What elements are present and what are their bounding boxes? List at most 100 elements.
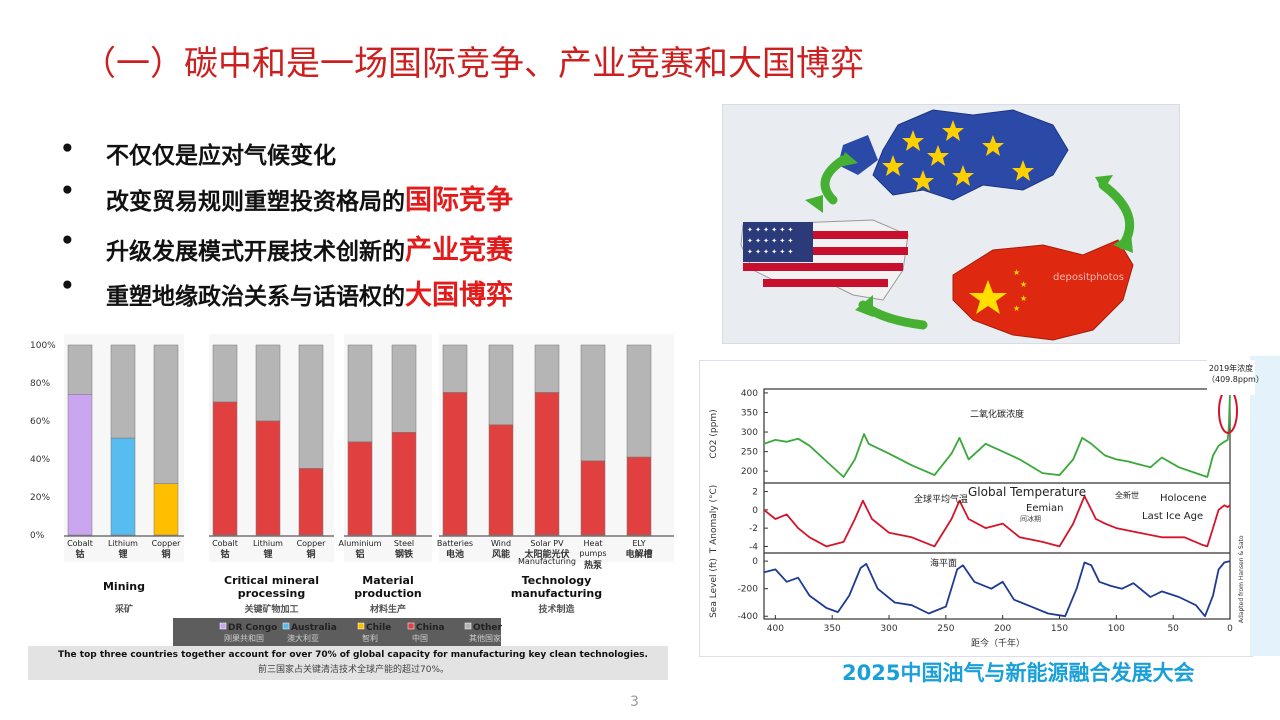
x-tick-label: 350	[824, 624, 841, 634]
bullet-highlight: 产业竞赛	[405, 235, 513, 266]
bar-category-label: Copper	[297, 539, 327, 548]
stacked-bar-chart: 0%20%40%60%80%100%Cobalt钴Lithium锂Copper铜…	[28, 334, 674, 680]
annotation-label: 全新世	[1115, 490, 1139, 500]
x-tick-label: 250	[937, 624, 954, 634]
legend-label: China	[416, 623, 445, 633]
y-tick-label: 200	[741, 467, 758, 477]
y-tick-label: 2	[752, 488, 758, 498]
bullet-text: 不仅仅是应对气候变化	[106, 143, 336, 169]
y-tick-label: 60%	[30, 417, 50, 427]
bullet-marker: •	[60, 273, 75, 299]
slide-title: （一）碳中和是一场国际竞争、产业竞赛和大国博弈	[82, 44, 864, 84]
group-title-box	[93, 572, 155, 591]
bar-category-label: pumps	[579, 549, 606, 558]
bar-other-segment	[534, 344, 560, 393]
annotation-label: 间冰期	[1020, 514, 1041, 523]
watermark-text: depositphotos	[1053, 272, 1124, 283]
y-tick-label: 40%	[30, 455, 50, 465]
group-title: Technology	[522, 574, 592, 587]
bullet-highlight: 国际竞争	[405, 185, 513, 216]
bar-category-cn-label: 铜	[161, 548, 170, 560]
group-title: manufacturing	[511, 587, 602, 600]
y-axis-label: T Anomaly (°C)	[709, 485, 719, 555]
svg-text:★: ★	[1020, 280, 1027, 289]
x-tick-label: 200	[994, 624, 1011, 634]
plot-frame	[763, 388, 1231, 620]
bar-category-label: Lithium	[253, 539, 283, 548]
bar-category-sublabel: Manufacturing	[518, 557, 576, 566]
legend-swatch	[407, 622, 415, 630]
decorative-strip	[1250, 356, 1280, 656]
chart-footnote: The top three countries together account…	[58, 650, 648, 660]
bar-category-label: Solar PV	[530, 539, 564, 548]
svg-text:✦ ✦ ✦ ✦ ✦ ✦: ✦ ✦ ✦ ✦ ✦ ✦	[747, 248, 793, 256]
legend-swatch	[282, 622, 290, 630]
series-line	[763, 495, 1231, 548]
bar-category-cn-label: 铝	[355, 548, 364, 560]
bar-category-cn-label: 钢铁	[395, 548, 413, 560]
y-tick-label: -200	[738, 585, 759, 595]
y-tick-label: 100%	[30, 341, 56, 351]
bar-top-country-segment	[153, 483, 179, 536]
annotation-label: Last Ice Age	[1142, 511, 1203, 522]
bar-category-label: Lithium	[108, 539, 138, 548]
x-tick-label: 50	[1167, 624, 1179, 634]
x-tick-label: 300	[880, 624, 897, 634]
bar-layer: 0%20%40%60%80%100%Cobalt钴Lithium锂Copper铜…	[30, 334, 674, 615]
group-title: production	[354, 587, 422, 600]
bullet-text: 重塑地缘政治关系与话语权的	[106, 284, 405, 310]
x-tick-label: 400	[767, 624, 784, 634]
bullet-text: 改变贸易规则重塑投资格局的	[106, 189, 405, 215]
bar-top-country-segment	[255, 420, 281, 536]
bar-other-segment	[442, 344, 468, 393]
series-label-co2: 二氧化碳浓度	[970, 408, 1024, 420]
group-title-box	[357, 572, 419, 604]
bar-category-label: Steel	[394, 539, 414, 548]
group-subtitle: 关键矿物加工	[244, 603, 298, 615]
bar-category-cn-label: 钴	[75, 548, 84, 560]
bar-other-segment	[347, 344, 373, 443]
bar-category-cn-label: 风能	[492, 548, 510, 560]
co2-callout-label: 2019年浓度（409.8ppm）	[1207, 360, 1264, 395]
legend-label: DR Congo	[228, 623, 277, 633]
group-subtitle: 采矿	[114, 603, 133, 615]
bar-other-segment	[488, 344, 514, 426]
legend-cn-label: 智利	[362, 633, 378, 643]
bullet-marker: •	[60, 228, 75, 254]
bar-top-country-segment	[347, 441, 373, 536]
climate-history-chart: 200 250 300 350 400 CO2 (ppm) 2 0 -2 -4 T Anomaly …	[699, 360, 1253, 657]
bullet-text: 升级发展模式开展技术创新的	[106, 239, 405, 265]
legend-cn-label: 澳大利亚	[287, 633, 319, 643]
legend-cn-label: 中国	[412, 633, 428, 643]
legend-label: Australia	[291, 623, 337, 633]
bar-top-country-segment	[67, 394, 93, 536]
y-tick-label: 20%	[30, 493, 50, 503]
series-label-temp: 全球平均气温	[914, 493, 968, 505]
y-axis-label: Sea Level (ft)	[709, 558, 719, 618]
group-title-box	[223, 572, 320, 604]
series-label-temp-en: Global Temperature	[968, 485, 1086, 499]
bar-category-label: Cobalt	[67, 539, 93, 548]
svg-text:★: ★	[1013, 268, 1020, 277]
svg-text:★: ★	[1020, 294, 1027, 303]
bar-category-label: Wind	[491, 539, 511, 548]
map-illustration: ✦ ✦ ✦ ✦ ✦ ✦ ✦ ✦ ✦ ✦ ✦ ✦ ✦ ✦ ✦ ✦ ✦ ✦ ★★★★…	[740, 109, 1135, 341]
y-tick-label: 350	[741, 408, 758, 418]
bullet-marker: •	[60, 136, 75, 162]
legend-background	[173, 618, 501, 646]
group-subtitle: 材料生产	[369, 603, 406, 615]
climate-line-chart: 200 250 300 350 400 CO2 (ppm) 2 0 -2 -4 T Anomaly …	[709, 388, 1245, 649]
bar-category-label: Heat	[584, 539, 603, 548]
y-tick-label: 0	[752, 557, 758, 567]
legend-cn-label: 刚果共和国	[224, 634, 264, 643]
y-tick-label: 250	[741, 448, 758, 458]
bar-other-segment	[212, 344, 238, 403]
group-title-box	[510, 572, 603, 604]
x-axis-label: 距今（千年）	[971, 637, 1025, 649]
svg-text:★: ★	[1013, 304, 1020, 313]
bar-top-country-segment	[626, 456, 652, 536]
y-tick-label: -400	[738, 612, 759, 622]
bar-other-segment	[298, 344, 324, 469]
legend-swatch	[357, 622, 365, 630]
